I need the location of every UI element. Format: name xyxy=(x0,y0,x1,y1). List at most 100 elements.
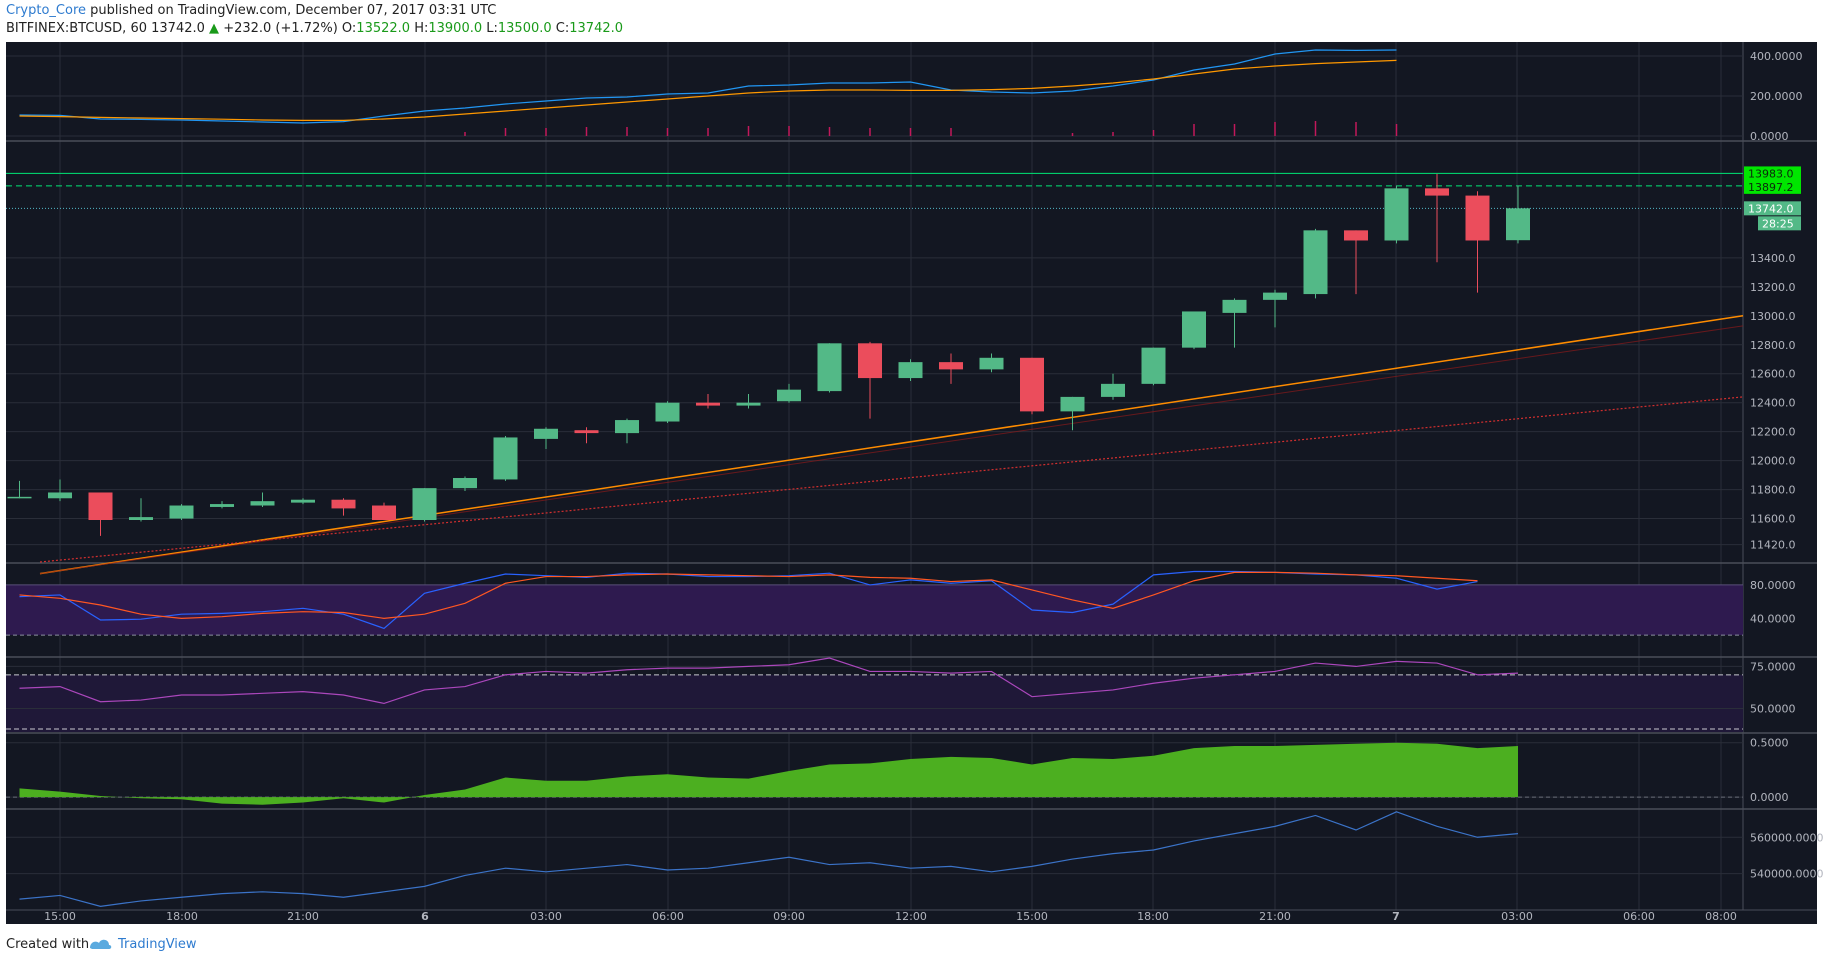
time-tick-label: 03:00 xyxy=(530,910,562,923)
ma-overlay-line xyxy=(39,315,1744,575)
candle-body xyxy=(1465,195,1490,241)
candle-body xyxy=(1020,357,1044,412)
chart-canvas[interactable]: 11420.0 11600.0 11800.0 12000.0 12200.0 12400… xyxy=(0,42,1824,924)
candle-body xyxy=(534,428,558,439)
stoch-line xyxy=(19,570,1478,630)
created-with-text: Created with xyxy=(6,937,90,952)
candle-body xyxy=(331,499,356,509)
vol-pane-tick-label: 400.0000 xyxy=(1750,50,1803,63)
symbol-label: BITFINEX:BTCUSD, 60 xyxy=(6,21,147,36)
countdown-label: 28:25 xyxy=(1762,217,1794,230)
candle-body xyxy=(88,492,113,520)
rsi-tick-label: 75.0000 xyxy=(1750,660,1796,673)
vol-pane-tick-label: 0.0000 xyxy=(1750,130,1789,143)
candle-body xyxy=(412,488,437,520)
low-value: 13500.0 xyxy=(497,21,552,36)
price-tick-label: 12400.0 xyxy=(1750,397,1796,410)
candle-body xyxy=(979,357,1004,370)
price-label-bg xyxy=(1744,166,1801,181)
candle-body xyxy=(169,505,194,519)
line-tick-label: 540000.0000 xyxy=(1750,868,1823,881)
line-tick-label: 560000.0000 xyxy=(1750,831,1823,844)
vol-ma-line xyxy=(19,59,1397,122)
candle-body xyxy=(250,501,275,506)
price-tick-label: 12000.0 xyxy=(1750,455,1796,468)
candle-body xyxy=(736,402,761,406)
ma-overlay-line xyxy=(39,325,1744,575)
ma-overlay-line xyxy=(39,396,1744,563)
price-tick-label: 13400.0 xyxy=(1750,252,1796,265)
candle-body xyxy=(696,402,720,406)
time-tick-label: 7 xyxy=(1392,910,1400,923)
candle-body xyxy=(1060,396,1085,412)
time-tick-label: 12:00 xyxy=(895,910,927,923)
last-price: 13742.0 xyxy=(151,21,205,36)
stoch-line xyxy=(19,571,1478,619)
candle-body xyxy=(1303,230,1328,295)
price-label-bg xyxy=(1744,201,1801,216)
time-tick-label: 06:00 xyxy=(652,910,684,923)
price-tick-label: 11600.0 xyxy=(1750,513,1796,526)
stoch-band xyxy=(6,584,1743,636)
time-tick-label: 09:00 xyxy=(773,910,805,923)
candle-body xyxy=(372,505,396,520)
up-arrow-icon: ▲ xyxy=(209,21,220,36)
candle-body xyxy=(1182,311,1206,348)
indicator-line xyxy=(19,811,1519,907)
candle-body xyxy=(655,402,680,422)
rsi-tick-label: 50.0000 xyxy=(1750,702,1796,715)
candle-body xyxy=(48,492,72,499)
candle-body xyxy=(1425,188,1449,196)
candle-body xyxy=(7,496,32,499)
published-text: published on TradingView.com, December 0… xyxy=(90,3,497,18)
author-link[interactable]: Crypto_Core xyxy=(6,3,87,18)
footer: Created with TradingView xyxy=(0,924,1824,964)
candle-body xyxy=(210,504,234,507)
candle-body xyxy=(493,437,518,480)
candle-body xyxy=(1101,383,1125,397)
candle-body xyxy=(898,362,923,379)
price-label-bg xyxy=(1744,179,1801,194)
price-label: 13897.2 xyxy=(1748,181,1794,194)
candle-body xyxy=(574,430,599,434)
rsi-band xyxy=(6,674,1743,732)
candle-body xyxy=(1506,208,1530,241)
rsi-line xyxy=(19,657,1519,705)
time-tick-label: 15:00 xyxy=(1016,910,1048,923)
low-label: L: xyxy=(486,21,498,36)
price-label: 13742.0 xyxy=(1748,202,1794,215)
price-tick-label: 12200.0 xyxy=(1750,426,1796,439)
chart-header: Crypto_Core published on TradingView.com… xyxy=(0,0,1824,42)
high-value: 13900.0 xyxy=(428,21,483,36)
time-tick-label: 18:00 xyxy=(1137,910,1169,923)
tradingview-link[interactable]: TradingView xyxy=(118,937,197,952)
close-label: C: xyxy=(555,21,570,36)
candle-body xyxy=(817,343,842,392)
candle-body xyxy=(129,517,153,520)
candle-body xyxy=(1384,188,1409,241)
candle-body xyxy=(939,362,963,370)
ohlc-line: BITFINEX:BTCUSD, 60 13742.0 ▲ +232.0 (+1… xyxy=(6,21,623,36)
high-label: H: xyxy=(414,21,429,36)
candle-body xyxy=(1263,292,1287,300)
tradingview-logo-icon xyxy=(90,939,112,949)
open-value: 13522.0 xyxy=(356,21,411,36)
candle-body xyxy=(1344,230,1368,241)
price-tick-label: 13200.0 xyxy=(1750,281,1796,294)
publish-line: Crypto_Core published on TradingView.com… xyxy=(6,3,496,18)
price-tick-label: 12600.0 xyxy=(1750,368,1796,381)
price-change: +232.0 (+1.72%) xyxy=(223,21,338,36)
candle-body xyxy=(615,420,639,434)
price-tick-label: 12800.0 xyxy=(1750,339,1796,352)
area-tick-label: 0.5000 xyxy=(1750,737,1789,750)
candle-body xyxy=(777,389,801,402)
stoch-tick-label: 80.0000 xyxy=(1750,579,1796,592)
open-label: O: xyxy=(341,21,357,36)
vol-ma-line xyxy=(19,49,1397,124)
price-tick-label: 13000.0 xyxy=(1750,310,1796,323)
candle-body xyxy=(1222,299,1247,313)
price-label: 13983.0 xyxy=(1748,167,1794,180)
stoch-tick-label: 40.0000 xyxy=(1750,612,1796,625)
area-tick-label: 0.0000 xyxy=(1750,791,1789,804)
candle-body xyxy=(453,478,477,489)
